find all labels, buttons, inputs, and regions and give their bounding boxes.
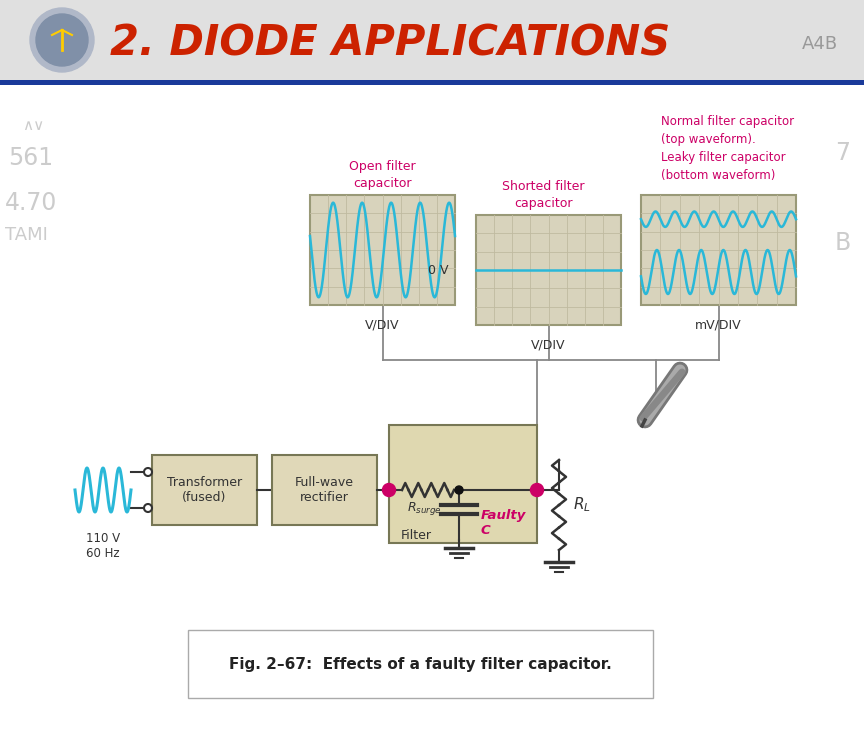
- Circle shape: [30, 8, 94, 72]
- Text: 110 V
60 Hz: 110 V 60 Hz: [86, 532, 120, 560]
- Text: Transformer
(fused): Transformer (fused): [167, 476, 242, 504]
- Text: $R_L$: $R_L$: [573, 496, 591, 514]
- Text: $\vdash$1: $\vdash$1: [251, 649, 289, 668]
- Text: Filter: Filter: [401, 529, 432, 542]
- Bar: [641, 195, 796, 305]
- Circle shape: [144, 504, 152, 512]
- Text: Shorted filter
capacitor: Shorted filter capacitor: [502, 180, 585, 210]
- Bar: [0, 0, 864, 80]
- Text: mV/DIV: mV/DIV: [696, 319, 742, 332]
- Circle shape: [455, 486, 463, 494]
- Bar: [476, 215, 621, 325]
- Text: TAMI: TAMI: [5, 226, 48, 244]
- Text: 2. DIODE APPLICATIONS: 2. DIODE APPLICATIONS: [110, 23, 670, 65]
- Text: Normal filter capacitor
(top waveform).
Leaky filter capacitor
(bottom waveform): Normal filter capacitor (top waveform). …: [661, 115, 794, 182]
- Text: V/DIV: V/DIV: [531, 339, 566, 352]
- Text: V/DIV: V/DIV: [365, 319, 400, 332]
- Bar: [152, 455, 257, 525]
- Bar: [389, 425, 537, 543]
- Circle shape: [530, 484, 543, 497]
- Text: Full-wave
rectifier: Full-wave rectifier: [295, 476, 354, 504]
- Bar: [272, 455, 377, 525]
- Bar: [310, 195, 455, 305]
- Circle shape: [36, 14, 88, 66]
- Bar: [0, 80, 864, 85]
- Text: 4.70: 4.70: [5, 191, 57, 215]
- Text: 7: 7: [835, 141, 850, 165]
- Circle shape: [144, 468, 152, 476]
- Text: BCM558: BCM558: [325, 650, 451, 680]
- Text: 0 V: 0 V: [428, 264, 448, 277]
- Text: 561: 561: [8, 146, 53, 170]
- Text: ∧∨: ∧∨: [22, 118, 44, 133]
- Text: $R_{surge}$: $R_{surge}$: [407, 500, 442, 517]
- Circle shape: [383, 484, 396, 497]
- Text: Faulty
C: Faulty C: [481, 509, 526, 537]
- Text: B: B: [835, 231, 851, 255]
- Text: A4B: A4B: [802, 35, 838, 53]
- Text: Fig. 2–67:  Effects of a faulty filter capacitor.: Fig. 2–67: Effects of a faulty filter ca…: [229, 656, 612, 671]
- Bar: [188, 630, 653, 698]
- Text: Open filter
capacitor: Open filter capacitor: [349, 160, 416, 190]
